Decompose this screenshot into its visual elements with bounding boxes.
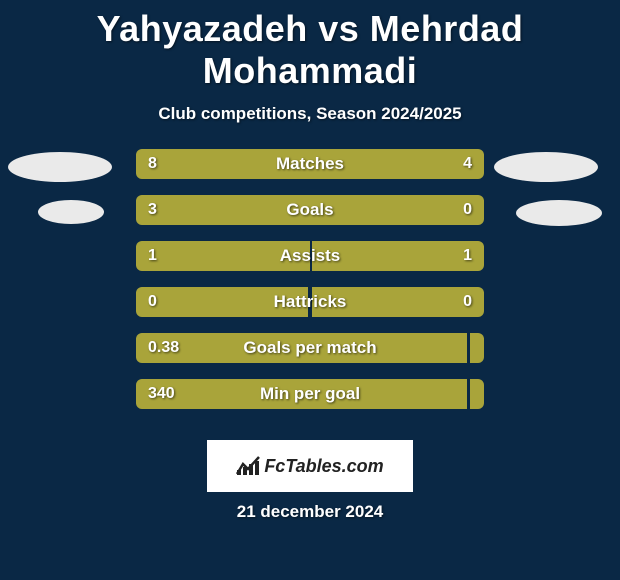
stat-row: 1 1 Assists [136, 241, 484, 271]
stat-value-left: 340 [148, 385, 175, 403]
watermark-logo: FcTables.com [207, 440, 413, 492]
generated-date: 21 december 2024 [237, 502, 384, 522]
stat-value-left: 0 [148, 293, 157, 311]
stat-value-right: 0 [463, 201, 472, 219]
stat-bar-left [136, 195, 400, 225]
player2-flag-placeholder [516, 200, 602, 226]
stat-row: 8 4 Matches [136, 149, 484, 179]
stat-value-right: 0 [463, 293, 472, 311]
stat-row: 340 Min per goal [136, 379, 484, 409]
watermark-text: FcTables.com [264, 456, 383, 477]
stat-label: Goals [286, 200, 333, 220]
stat-label: Matches [276, 154, 344, 174]
stat-label: Goals per match [243, 338, 376, 358]
stat-value-right: 4 [463, 155, 472, 173]
stat-label: Hattricks [274, 292, 347, 312]
chart-icon [236, 456, 260, 476]
page-subtitle: Club competitions, Season 2024/2025 [0, 104, 620, 124]
stat-label: Assists [280, 246, 340, 266]
player1-flag-placeholder [38, 200, 104, 224]
stat-row: 0 0 Hattricks [136, 287, 484, 317]
stat-bar-right [470, 333, 484, 363]
stat-value-left: 8 [148, 155, 157, 173]
stat-row: 0.38 Goals per match [136, 333, 484, 363]
stat-label: Min per goal [260, 384, 360, 404]
player1-badge-placeholder [8, 152, 112, 182]
stat-value-right: 1 [463, 247, 472, 265]
stat-value-left: 3 [148, 201, 157, 219]
stat-bar-right [470, 379, 484, 409]
page-title: Yahyazadeh vs Mehrdad Mohammadi [0, 0, 620, 92]
player2-badge-placeholder [494, 152, 598, 182]
stat-row: 3 0 Goals [136, 195, 484, 225]
stat-bars: 8 4 Matches 3 0 Goals 1 1 Assists 0 0 Hattricks 0.38… [136, 149, 484, 409]
stat-value-left: 1 [148, 247, 157, 265]
stat-value-left: 0.38 [148, 339, 179, 357]
